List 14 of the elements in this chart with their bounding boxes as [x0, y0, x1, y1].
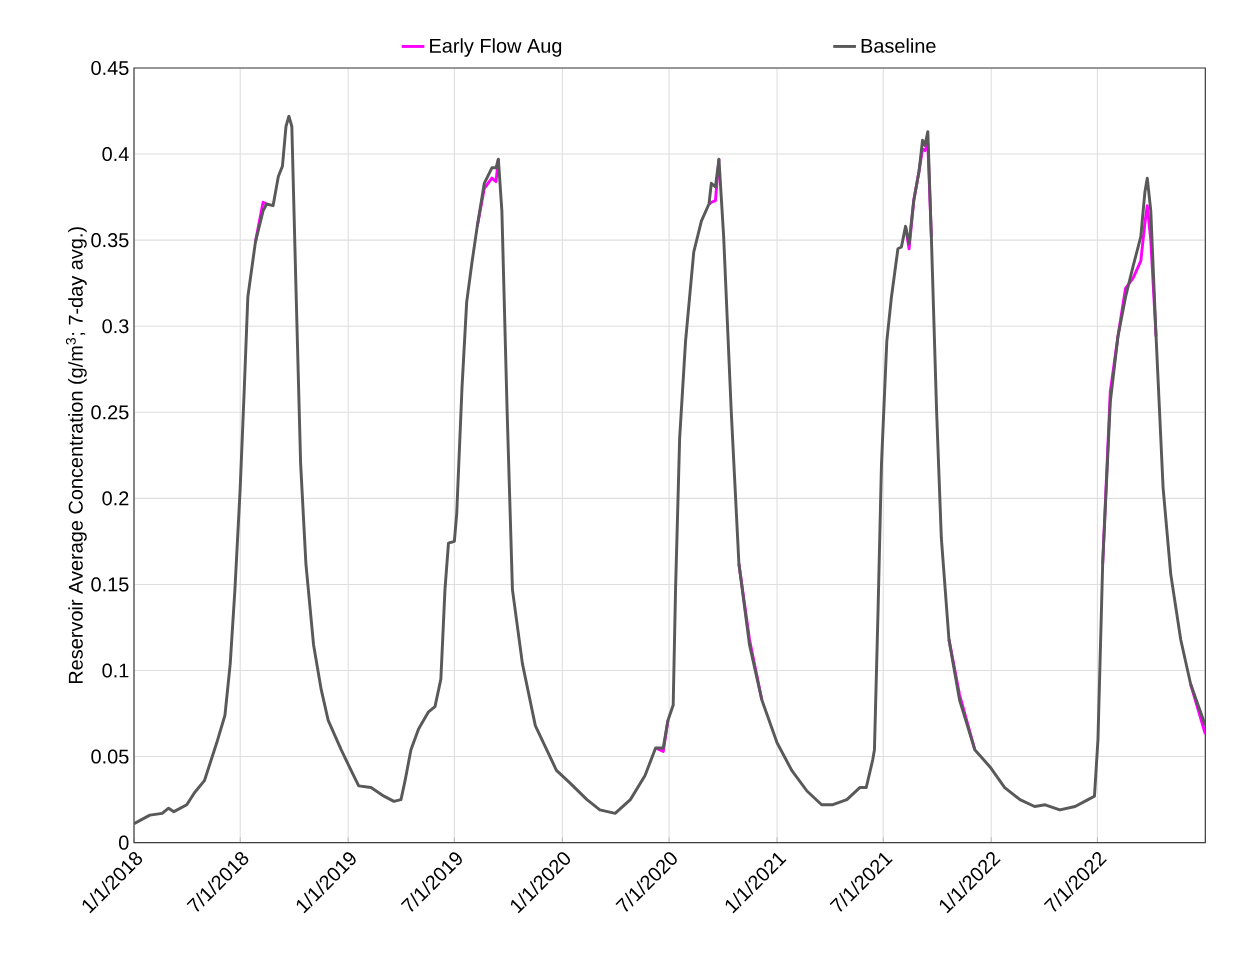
legend-label: Baseline [861, 38, 936, 53]
y-tick-label: 0.35 [91, 233, 129, 248]
y-tick-label: 0.2 [102, 491, 129, 506]
y-tick-label: 0.1 [102, 663, 129, 678]
legend-label: Early Flow Aug [430, 38, 562, 57]
y-tick-label: 0 [119, 835, 129, 850]
line-series [134, 114, 1206, 826]
y-tick-label: 0.15 [91, 577, 129, 592]
y-tick-label: 0.3 [102, 319, 129, 334]
y-axis-title: Reservoir Average Concentration (g/m$^{3}$; 7-day avg.) [65, 227, 87, 684]
y-tick-label: 0.4 [102, 147, 129, 162]
y-tick-label: 0.45 [91, 60, 129, 76]
y-tick-label: 0.05 [91, 749, 129, 764]
y-tick-label: 0.25 [91, 405, 129, 420]
